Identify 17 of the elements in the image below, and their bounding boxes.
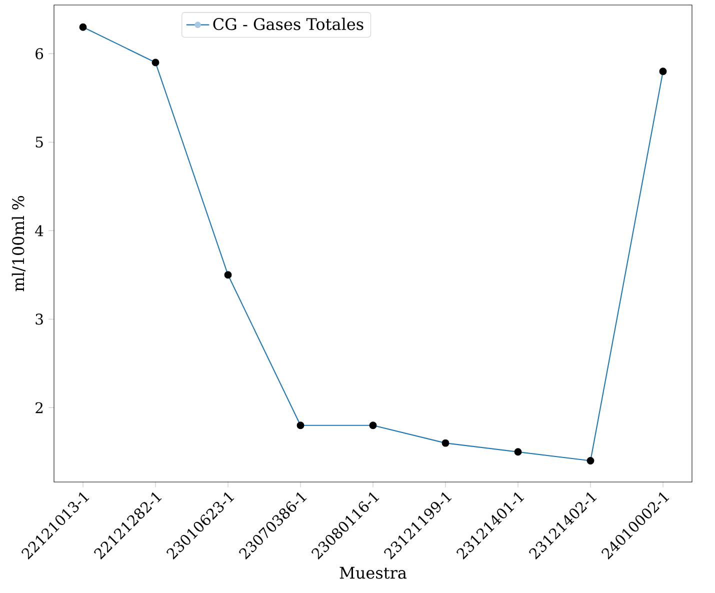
y-tick-label: 3 <box>36 314 43 325</box>
point <box>369 422 377 430</box>
point <box>586 457 594 464</box>
point <box>79 23 87 31</box>
x-axis-title: Muestra <box>340 566 407 579</box>
point <box>224 271 232 279</box>
point <box>296 422 304 430</box>
y-tick-label: 2 <box>36 402 43 414</box>
point <box>152 58 160 66</box>
y-axis-title: ml/100ml % <box>12 196 26 292</box>
point <box>442 439 450 447</box>
legend-label: CG - Gases Totales <box>213 18 364 30</box>
point <box>514 448 522 456</box>
point <box>659 68 667 76</box>
y-tick-label: 4 <box>35 225 44 236</box>
y-tick-label: 5 <box>36 136 43 148</box>
y-tick-label: 6 <box>36 48 44 60</box>
